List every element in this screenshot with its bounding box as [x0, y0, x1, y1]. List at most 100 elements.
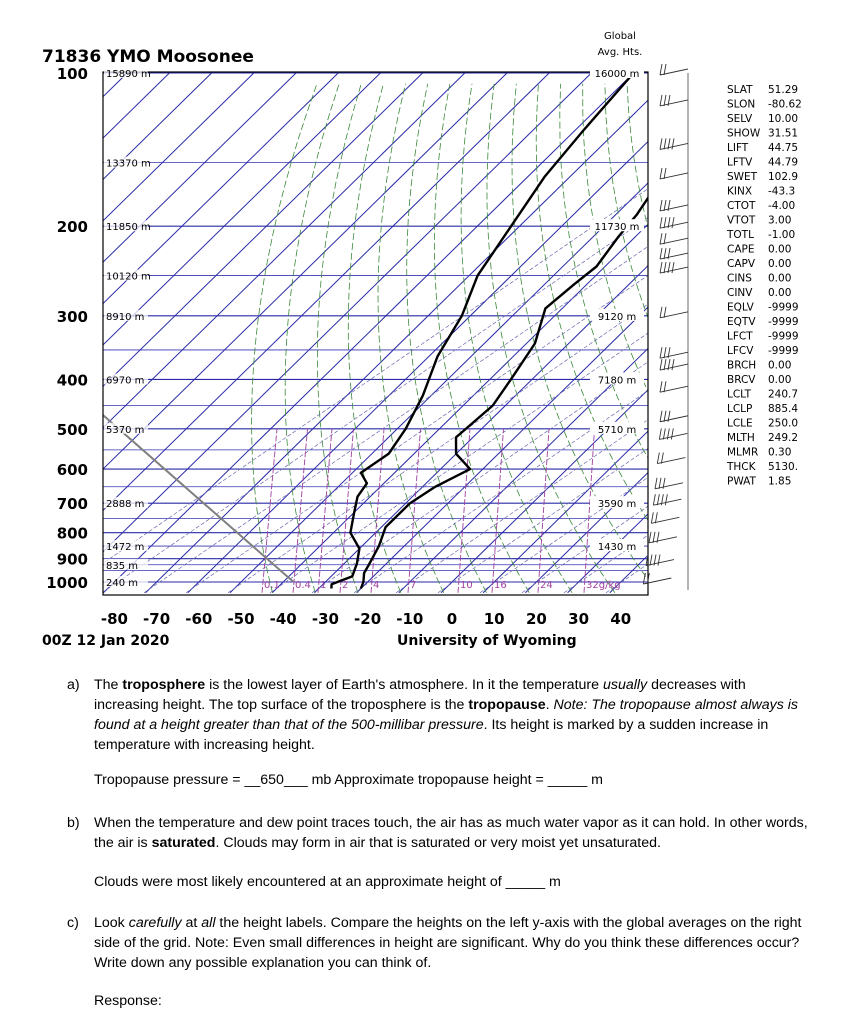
wind-barb-flag	[652, 531, 656, 543]
question-b-label: b)	[67, 815, 80, 831]
index-value: 0.30	[768, 447, 791, 459]
station-height-label: 6970 m	[106, 375, 144, 386]
x-tick-label: 40	[610, 610, 631, 628]
index-name: LCLP	[727, 403, 752, 415]
wind-barb-staff	[645, 559, 675, 567]
index-name: CINV	[727, 287, 753, 299]
isotherm-line	[525, 471, 648, 594]
index-name: EQLV	[727, 302, 755, 314]
wind-barb-flag	[663, 217, 667, 229]
dry-adiabat-line	[460, 83, 573, 594]
y-tick-label: 600	[57, 461, 88, 479]
question-a-ital1: usually	[602, 677, 648, 693]
wind-barb-flag	[663, 248, 667, 260]
index-value: -43.3	[768, 186, 795, 198]
wind-barb-flag	[671, 217, 675, 229]
x-tick-label: 20	[526, 610, 547, 628]
question-a-answer-value[interactable]: 650	[260, 772, 284, 788]
mixing-ratio-label: 4	[373, 580, 379, 591]
moist-adiabat-line	[143, 246, 648, 594]
mixing-ratio-label: 1	[320, 580, 326, 591]
station-height-bg	[104, 540, 148, 552]
dry-adiabat-line	[559, 83, 648, 459]
isotherm-line	[103, 72, 255, 222]
index-name: CTOT	[727, 200, 756, 212]
isotherm-line	[145, 99, 648, 594]
x-tick-label: 30	[568, 610, 589, 628]
isotherm-line	[229, 182, 648, 594]
reference-line	[103, 414, 295, 583]
chart-series	[330, 72, 648, 589]
wind-barb-flag	[650, 512, 654, 524]
index-name: MLMR	[727, 447, 758, 459]
index-value: 31.51	[768, 128, 798, 140]
index-value: 102.9	[768, 171, 798, 183]
y-tick-label: 100	[57, 65, 88, 83]
isotherm-line	[356, 306, 648, 594]
mixing-ratio-label: 0.4	[295, 580, 311, 591]
isotherm-line	[103, 72, 212, 181]
station-height-bg	[104, 558, 148, 570]
mixing-ratio-line	[292, 428, 308, 593]
wind-barb-flag	[667, 94, 671, 106]
wind-barb-flag	[667, 410, 671, 422]
station-height-label: 1472 m	[106, 542, 144, 553]
wind-barb-flag	[646, 572, 650, 585]
wind-barb-flag	[667, 359, 671, 371]
dry-adiabat-line	[433, 83, 530, 593]
index-value: 0.00	[768, 374, 791, 386]
wind-barb-flag	[659, 138, 663, 150]
global-height-label: 7180 m	[598, 375, 636, 386]
moist-adiabat-line	[227, 303, 648, 594]
wind-barb-staff	[659, 237, 689, 245]
isotherm-line	[103, 72, 297, 263]
x-tick-label: -70	[143, 610, 170, 628]
wind-barb-flag	[667, 217, 671, 229]
mixing-ratio-label: 24	[540, 580, 553, 591]
mixing-ratio-label: 7	[410, 580, 416, 591]
global-height-label: 16000 m	[595, 69, 640, 80]
wind-barb-staff	[653, 498, 682, 506]
wind-barb-flag	[663, 306, 667, 318]
dry-adiabat-line	[604, 83, 648, 319]
wind-barb-staff	[659, 221, 689, 229]
wind-barb-flag	[663, 262, 667, 274]
y-tick-label: 300	[57, 308, 88, 326]
isotherm-line	[103, 72, 550, 512]
mixing-ratio-label: 16	[494, 580, 507, 591]
dry-adiabat-line	[316, 83, 362, 593]
index-value: -80.62	[768, 99, 802, 111]
wind-barb-flag	[652, 494, 656, 506]
series-line	[359, 195, 648, 589]
global-header-line1: Global	[604, 31, 636, 42]
mixing-ratio-label: 10	[460, 580, 473, 591]
wind-barb-flag	[659, 347, 663, 359]
wind-barb-flag	[656, 452, 660, 464]
chart-subtitle-left: 00Z 12 Jan 2020	[42, 633, 170, 649]
wind-barb-staff	[659, 311, 689, 319]
index-value: 249.2	[768, 432, 798, 444]
wind-barb-flag	[659, 306, 663, 318]
global-height-bg	[590, 539, 644, 552]
station-height-label: 11850 m	[106, 222, 151, 233]
wind-barb-flag	[664, 494, 668, 506]
question-c-response: Response:	[94, 993, 162, 1009]
wind-barb-staff	[654, 482, 684, 490]
wind-barb-staff	[659, 363, 689, 371]
isotherm-line	[398, 347, 648, 594]
y-tick-label: 900	[57, 551, 88, 569]
isotherm-line	[314, 265, 648, 594]
station-height-label: 5370 m	[106, 425, 144, 436]
wind-barb-flag	[659, 410, 663, 422]
isotherm-line	[103, 72, 423, 388]
global-height-bg	[590, 372, 644, 385]
wind-barb-flag	[659, 359, 663, 371]
x-tick-label: -40	[270, 610, 297, 628]
wind-barb-flag	[662, 428, 666, 440]
dry-adiabat-line	[804, 84, 855, 593]
moist-adiabat-line	[103, 217, 648, 593]
wind-barb-flag	[659, 217, 663, 229]
chart-subtitle-right: University of Wyoming	[397, 633, 577, 649]
wind-barb-flag	[648, 531, 652, 543]
